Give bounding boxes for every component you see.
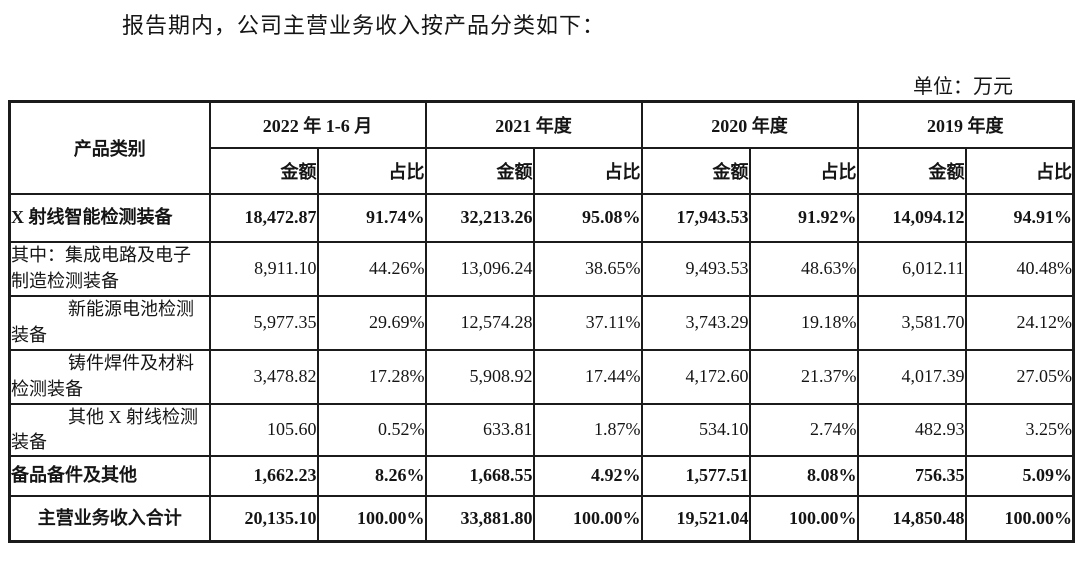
amount-cell: 756.35	[856, 454, 967, 497]
ratio-cell: 24.12%	[964, 294, 1075, 351]
amount-cell: 482.93	[856, 402, 967, 457]
amount-cell: 1,662.23	[208, 454, 319, 497]
ratio-cell: 44.26%	[316, 240, 427, 297]
amount-cell: 5,977.35	[208, 294, 319, 351]
ratio-header: 占比	[532, 146, 643, 195]
unit-label: 单位：万元	[913, 76, 1013, 98]
amount-cell: 534.10	[640, 402, 751, 457]
row-category: 备品备件及其他	[8, 454, 211, 497]
category-column-header: 产品类别	[8, 100, 211, 195]
header-row-measures: 金额 占比 金额 占比 金额 占比 金额 占比	[10, 146, 1075, 195]
amount-header: 金额	[424, 146, 535, 195]
period-header-2020: 2020 年度	[640, 100, 859, 149]
table-row: 其他 X 射线检测装备 105.60 0.52% 633.81 1.87% 53…	[8, 402, 1075, 457]
amount-cell: 5,908.92	[424, 348, 535, 405]
amount-cell: 14,094.12	[856, 192, 967, 243]
ratio-cell: 38.65%	[532, 240, 643, 297]
amount-cell: 12,574.28	[424, 294, 535, 351]
amount-cell: 4,172.60	[640, 348, 751, 405]
ratio-cell: 91.74%	[316, 192, 427, 243]
table-row: X 射线智能检测装备 18,472.87 91.74% 32,213.26 95…	[8, 192, 1075, 243]
amount-cell: 17,943.53	[640, 192, 751, 243]
ratio-cell: 2.74%	[748, 402, 859, 457]
ratio-cell: 3.25%	[964, 402, 1075, 457]
ratio-cell: 48.63%	[748, 240, 859, 297]
amount-header: 金额	[208, 146, 319, 195]
row-category: 其他 X 射线检测装备	[8, 402, 211, 457]
amount-cell: 9,493.53	[640, 240, 751, 297]
amount-cell: 3,581.70	[856, 294, 967, 351]
period-header-2021: 2021 年度	[424, 100, 643, 149]
ratio-cell: 19.18%	[748, 294, 859, 351]
ratio-cell: 17.44%	[532, 348, 643, 405]
ratio-header: 占比	[316, 146, 427, 195]
ratio-cell: 8.08%	[748, 454, 859, 497]
row-category: 铸件焊件及材料检测装备	[8, 348, 211, 405]
amount-cell: 105.60	[208, 402, 319, 457]
amount-cell: 8,911.10	[208, 240, 319, 297]
ratio-cell: 8.26%	[316, 454, 427, 497]
amount-cell: 633.81	[424, 402, 535, 457]
period-header-2019: 2019 年度	[856, 100, 1075, 149]
amount-header: 金额	[640, 146, 751, 195]
row-category: 主营业务收入合计	[8, 494, 211, 543]
table-row: 备品备件及其他 1,662.23 8.26% 1,668.55 4.92% 1,…	[8, 454, 1075, 497]
table-row: 其中：集成电路及电子制造检测装备 8,911.10 44.26% 13,096.…	[8, 240, 1075, 297]
amount-cell: 1,668.55	[424, 454, 535, 497]
ratio-cell: 0.52%	[316, 402, 427, 457]
ratio-header: 占比	[964, 146, 1075, 195]
row-category: 新能源电池检测装备	[8, 294, 211, 351]
revenue-by-product-table: 产品类别 2022 年 1-6 月 2021 年度 2020 年度 2019 年…	[8, 100, 1075, 544]
ratio-cell: 40.48%	[964, 240, 1075, 297]
amount-cell: 6,012.11	[856, 240, 967, 297]
ratio-cell: 4.92%	[532, 454, 643, 497]
page-title: 报告期内，公司主营业务收入按产品分类如下：	[122, 13, 606, 38]
ratio-cell: 100.00%	[532, 494, 643, 543]
amount-cell: 13,096.24	[424, 240, 535, 297]
ratio-cell: 17.28%	[316, 348, 427, 405]
table-row: 新能源电池检测装备 5,977.35 29.69% 12,574.28 37.1…	[8, 294, 1075, 351]
amount-cell: 4,017.39	[856, 348, 967, 405]
amount-cell: 19,521.04	[640, 494, 751, 543]
ratio-cell: 21.37%	[748, 348, 859, 405]
ratio-cell: 94.91%	[964, 192, 1075, 243]
amount-cell: 18,472.87	[208, 192, 319, 243]
header-row-periods: 产品类别 2022 年 1-6 月 2021 年度 2020 年度 2019 年…	[8, 100, 1075, 195]
amount-cell: 20,135.10	[208, 494, 319, 543]
ratio-cell: 1.87%	[532, 402, 643, 457]
amount-cell: 32,213.26	[424, 192, 535, 243]
ratio-cell: 37.11%	[532, 294, 643, 351]
ratio-cell: 91.92%	[748, 192, 859, 243]
amount-cell: 3,478.82	[208, 348, 319, 405]
amount-cell: 33,881.80	[424, 494, 535, 543]
ratio-cell: 5.09%	[964, 454, 1075, 497]
table-row-total: 主营业务收入合计 20,135.10 100.00% 33,881.80 100…	[8, 494, 1075, 543]
ratio-cell: 95.08%	[532, 192, 643, 243]
table-row: 铸件焊件及材料检测装备 3,478.82 17.28% 5,908.92 17.…	[8, 348, 1075, 405]
row-category: X 射线智能检测装备	[8, 192, 211, 243]
ratio-cell: 100.00%	[316, 494, 427, 543]
row-category: 其中：集成电路及电子制造检测装备	[8, 240, 211, 297]
ratio-cell: 27.05%	[964, 348, 1075, 405]
ratio-cell: 29.69%	[316, 294, 427, 351]
period-header-2022h1: 2022 年 1-6 月	[208, 100, 427, 149]
amount-cell: 1,577.51	[640, 454, 751, 497]
ratio-cell: 100.00%	[964, 494, 1075, 543]
amount-cell: 3,743.29	[640, 294, 751, 351]
ratio-header: 占比	[748, 146, 859, 195]
amount-header: 金额	[856, 146, 967, 195]
ratio-cell: 100.00%	[748, 494, 859, 543]
amount-cell: 14,850.48	[856, 494, 967, 543]
